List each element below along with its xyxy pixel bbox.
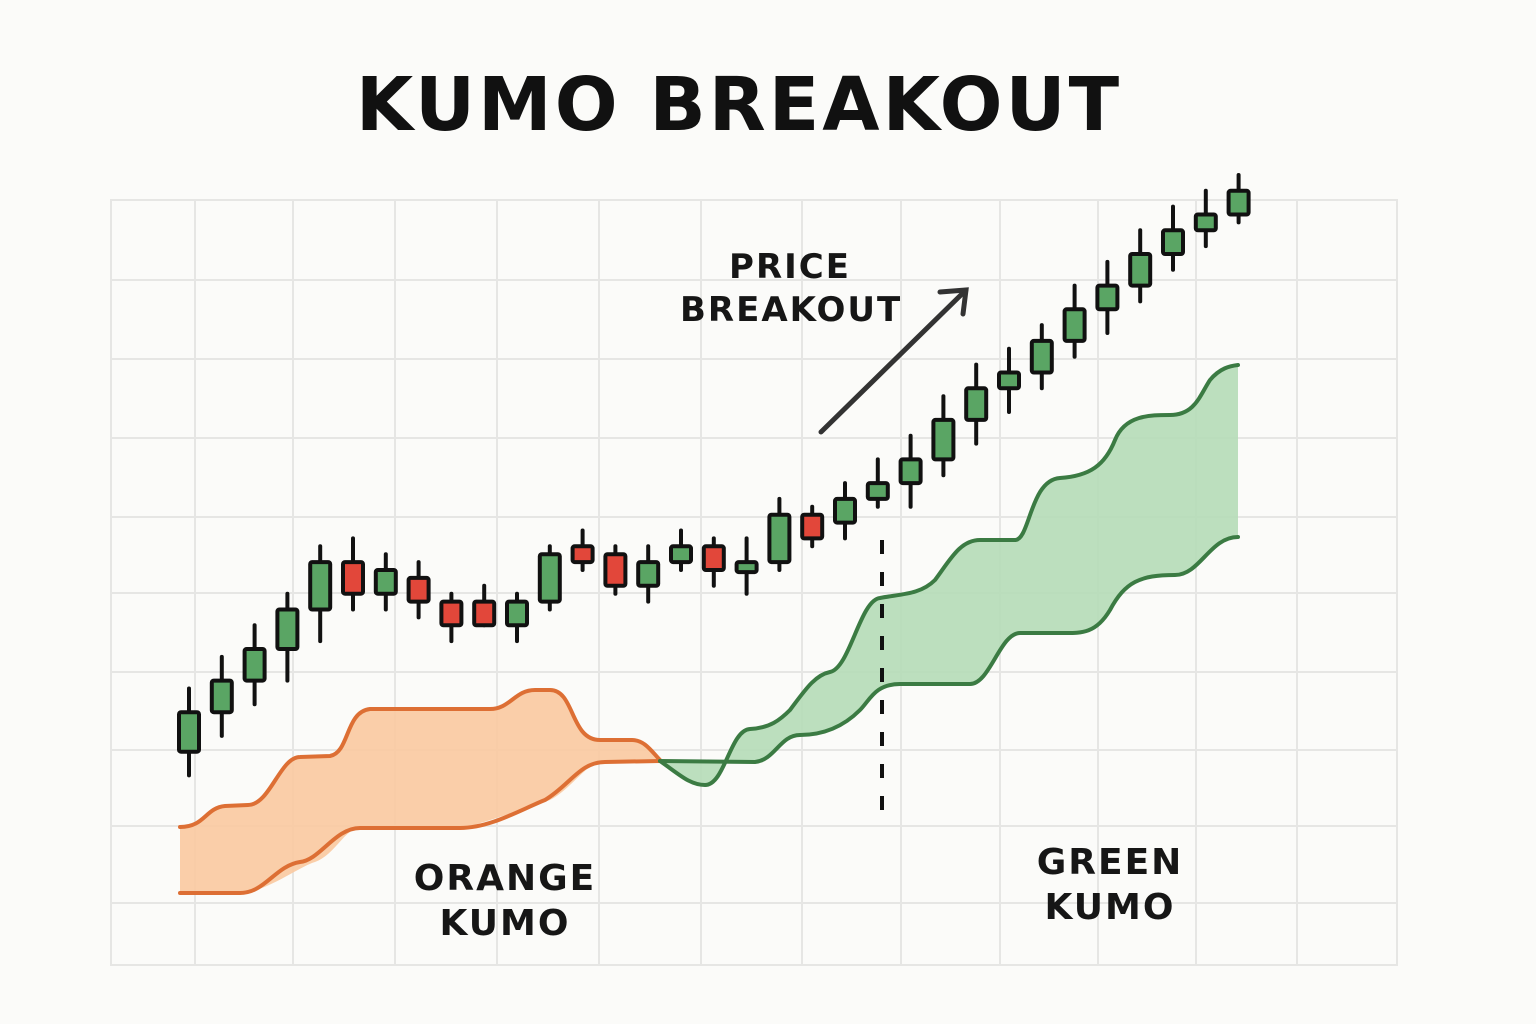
- candle-up: [505, 591, 529, 644]
- candle-up: [734, 536, 759, 596]
- candle-up: [669, 528, 693, 572]
- candle-up: [373, 552, 398, 612]
- candle-down: [800, 504, 825, 549]
- candle-up: [1128, 228, 1153, 304]
- candle-down: [701, 536, 726, 588]
- price-breakout-line-1: PRICE: [729, 247, 851, 287]
- price-breakout-label: PRICE BREAKOUT: [680, 246, 900, 331]
- green-kumo-line-1: GREEN: [1036, 842, 1184, 883]
- candle-up: [833, 481, 857, 541]
- candle-up: [1029, 323, 1054, 391]
- candle-up: [308, 544, 333, 644]
- green-kumo-line-2: KUMO: [1044, 887, 1176, 928]
- candlesticks: [177, 173, 1251, 778]
- green-kumo: [658, 363, 1240, 788]
- candle-down: [603, 544, 628, 596]
- breakout-arrow-icon: [818, 287, 969, 435]
- candle-up: [177, 686, 201, 778]
- candle-up: [931, 394, 956, 478]
- chart-title: KUMO BREAKOUT: [355, 62, 1123, 148]
- candle-down: [472, 583, 497, 628]
- price-breakout-line-2: BREAKOUT: [680, 289, 903, 330]
- candle-up: [209, 654, 234, 738]
- candle-down: [570, 528, 595, 572]
- candle-up: [865, 457, 890, 509]
- candle-up: [242, 623, 267, 707]
- orange-kumo-line-1: ORANGE: [413, 858, 597, 899]
- candle-up: [997, 346, 1021, 414]
- candle-up: [1193, 188, 1218, 249]
- candle-down: [406, 560, 431, 620]
- candle-up: [1095, 259, 1120, 335]
- candle-up: [767, 496, 792, 572]
- green-kumo-label: GREEN KUMO: [1000, 840, 1220, 930]
- candle-up: [1062, 283, 1087, 359]
- candle-up: [636, 544, 661, 604]
- candle-down: [341, 536, 365, 612]
- candle-up: [1226, 173, 1251, 225]
- orange-kumo: [178, 688, 662, 895]
- candle-up: [898, 433, 923, 509]
- orange-kumo-label: ORANGE KUMO: [395, 856, 615, 946]
- candle-up: [964, 362, 989, 446]
- orange-kumo-line-2: KUMO: [439, 903, 571, 944]
- candle-up: [537, 544, 562, 612]
- candle-down: [439, 591, 464, 644]
- candle-up: [1161, 204, 1185, 272]
- candle-up: [275, 591, 300, 683]
